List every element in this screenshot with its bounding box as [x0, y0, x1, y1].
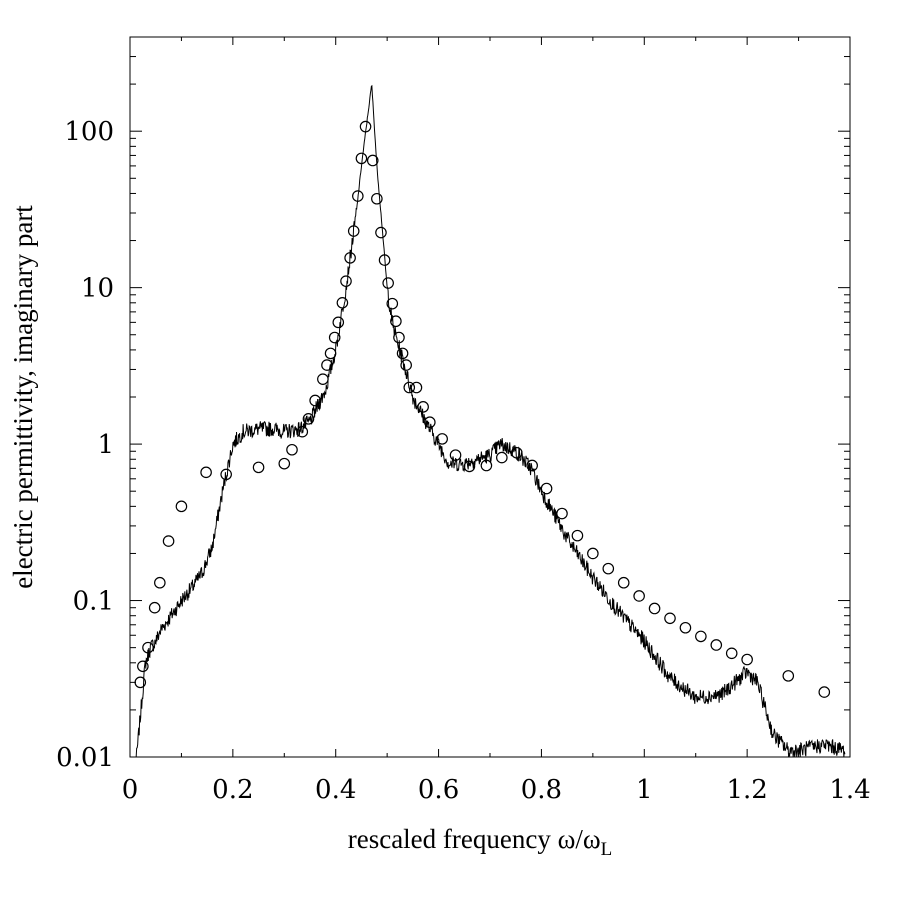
y-tick-label: 1	[97, 430, 114, 460]
model-point	[336, 297, 349, 309]
model-point	[359, 120, 372, 133]
model-point	[710, 639, 723, 651]
simulation-line	[135, 84, 846, 758]
model-point	[648, 602, 661, 615]
model-point	[633, 590, 645, 602]
model-point	[340, 275, 352, 287]
model-point	[142, 641, 154, 654]
model-point	[417, 401, 429, 413]
model-point	[540, 482, 553, 495]
model-point	[587, 547, 599, 560]
y-tick-label: 0.01	[56, 743, 114, 773]
model-point	[386, 297, 399, 310]
model-point	[403, 381, 416, 394]
x-tick-label: 1	[636, 775, 653, 805]
model-point	[382, 277, 394, 289]
model-point	[526, 459, 538, 472]
x-tick-label: 0.8	[521, 775, 562, 805]
model-point	[286, 443, 298, 456]
model-point	[571, 529, 584, 542]
model-point	[510, 446, 523, 459]
y-axis: 0.01 0.1 1 10 100	[56, 36, 850, 773]
model-point	[296, 425, 309, 438]
model-point	[375, 226, 387, 239]
model-point	[725, 647, 738, 660]
x-tick-label: 0.2	[212, 775, 253, 805]
y-tick-label: 0.1	[73, 587, 114, 617]
model-point	[317, 373, 329, 385]
model-point	[347, 225, 360, 237]
model-point	[371, 192, 383, 205]
x-axis-label: rescaled frequency ω/ωL	[348, 824, 613, 860]
model-point	[175, 500, 188, 513]
model-point	[366, 154, 379, 167]
model-point	[137, 660, 149, 673]
model-point	[278, 457, 291, 470]
model-point	[424, 416, 436, 429]
model-point	[396, 347, 409, 360]
model-point	[463, 460, 476, 473]
model-point	[664, 612, 676, 625]
model-point	[695, 630, 707, 643]
model-point	[679, 621, 692, 634]
model-point	[154, 576, 166, 589]
model-point	[393, 331, 405, 344]
model-point	[496, 451, 508, 464]
model-point	[148, 601, 161, 614]
model-point	[324, 347, 337, 360]
model-point	[436, 433, 448, 445]
model-point	[134, 676, 147, 689]
y-tick-label: 10	[81, 274, 114, 304]
model-point	[480, 459, 493, 472]
model-point	[390, 315, 402, 328]
model-point	[321, 359, 333, 371]
model-point	[378, 254, 391, 266]
x-tick-label: 1.4	[829, 775, 870, 805]
model-point	[200, 466, 212, 479]
y-axis-label: electric permittivity, imaginary part	[8, 205, 38, 589]
model-point	[602, 562, 615, 575]
model-point	[344, 252, 356, 264]
x-tick-label: 0	[122, 775, 139, 805]
model-point	[449, 449, 462, 461]
model-point	[782, 670, 795, 682]
x-tick-label: 0.6	[418, 775, 459, 805]
x-tick-label: 0.4	[315, 775, 356, 805]
series-group	[134, 84, 846, 758]
model-point	[328, 331, 341, 344]
model-point	[220, 468, 232, 481]
x-tick-label: 1.2	[726, 775, 767, 805]
model-point	[252, 461, 265, 474]
model-point	[741, 653, 753, 666]
model-point	[617, 576, 630, 589]
model-point	[818, 686, 831, 698]
plot-area	[129, 36, 851, 758]
x-axis-label-subscript: L	[601, 839, 613, 860]
x-axis: 0 0.2 0.4 0.6 0.8 1 1.2 1.4	[122, 37, 871, 805]
model-point	[309, 394, 321, 407]
model-point	[400, 359, 412, 371]
model-point	[556, 507, 568, 520]
y-tick-label: 100	[64, 117, 114, 147]
model-point	[162, 535, 175, 547]
model-point	[410, 381, 423, 394]
model-point	[332, 316, 345, 329]
model-point	[352, 190, 364, 202]
model-point	[355, 152, 368, 165]
model-point	[302, 413, 315, 425]
